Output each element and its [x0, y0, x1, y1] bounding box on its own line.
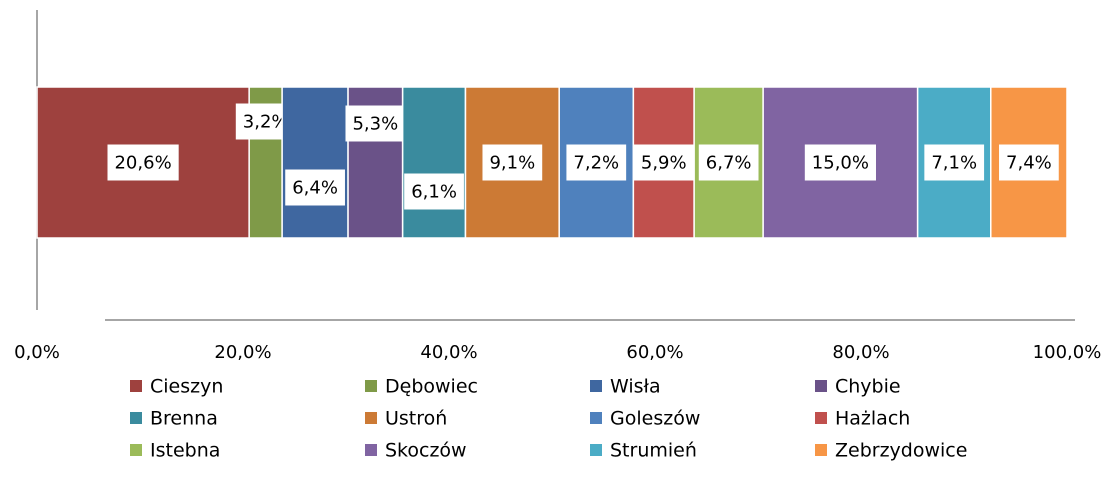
data-label: 5,3% [352, 114, 398, 135]
data-label-box [566, 144, 627, 181]
legend-swatch [815, 380, 827, 392]
legend-swatch [130, 444, 142, 456]
data-label-box [698, 144, 759, 181]
data-label-box [345, 105, 406, 142]
legend-swatch [365, 444, 377, 456]
data-label-box [924, 144, 985, 181]
legend-swatch [365, 380, 377, 392]
data-label-box [633, 144, 694, 181]
data-label-box [999, 144, 1059, 181]
legend-swatch [365, 412, 377, 424]
legend-swatch [130, 412, 142, 424]
x-tick-label: 100,0% [1033, 342, 1102, 363]
legend-swatch [590, 380, 602, 392]
x-tick-label: 20,0% [214, 342, 271, 363]
legend-swatch [815, 444, 827, 456]
bar-segment [401, 86, 467, 239]
legend-label: Strumień [610, 440, 697, 462]
x-tick-label: 0,0% [14, 342, 60, 363]
data-label: 7,2% [573, 153, 619, 174]
bar-segment [281, 86, 349, 239]
legend-label: Ustroń [385, 408, 447, 430]
legend-label: Chybie [835, 376, 901, 398]
data-label: 15,0% [812, 153, 869, 174]
legend-swatch [590, 444, 602, 456]
legend-label: Goleszów [610, 408, 700, 430]
legend-label: Wisła [610, 376, 661, 398]
legend-label: Hażlach [835, 408, 910, 430]
legend-label: Istebna [150, 440, 220, 462]
legend-swatch [130, 380, 142, 392]
data-label: 3,2% [243, 112, 289, 133]
data-label: 7,1% [931, 153, 977, 174]
data-label: 6,7% [706, 153, 752, 174]
legend-swatch [590, 412, 602, 424]
data-label: 9,1% [489, 153, 535, 174]
data-label: 6,4% [292, 178, 338, 199]
data-label-box [285, 169, 345, 206]
data-label: 20,6% [114, 153, 171, 174]
data-label: 7,4% [1006, 153, 1052, 174]
data-label: 6,1% [411, 182, 457, 203]
data-label-box [107, 144, 179, 181]
data-label-box [804, 144, 876, 181]
x-tick-label: 40,0% [420, 342, 477, 363]
data-label-box [482, 144, 543, 181]
legend-label: Zebrzydowice [835, 440, 967, 462]
legend-label: Cieszyn [150, 376, 223, 398]
data-label-box [404, 173, 464, 210]
x-tick-label: 60,0% [626, 342, 683, 363]
legend-label: Dębowiec [385, 376, 478, 398]
legend-label: Skoczów [385, 440, 467, 462]
legend-label: Brenna [150, 408, 218, 430]
data-label: 5,9% [641, 153, 687, 174]
legend-swatch [815, 412, 827, 424]
x-tick-label: 80,0% [832, 342, 889, 363]
